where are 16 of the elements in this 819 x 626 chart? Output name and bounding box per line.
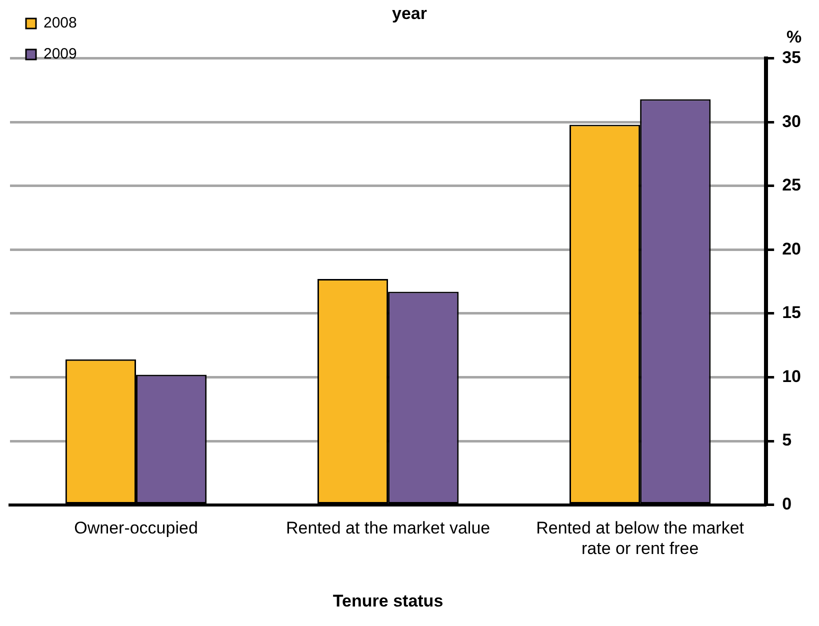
legend-label: 2009: [44, 46, 77, 63]
y-tick-label: 20: [782, 239, 802, 258]
x-axis-title: Tenure status: [332, 591, 444, 610]
y-tick-label: 30: [782, 112, 802, 131]
legend-label: 2008: [44, 14, 77, 32]
y-tick-label: 25: [782, 176, 802, 195]
x-tick-label: Rented at the market value: [286, 518, 490, 538]
y-tick-label: 35: [782, 48, 802, 68]
x-tick-label: Rented at below the market rate or rent free: [536, 518, 744, 558]
y-tick-label: 15: [782, 303, 802, 322]
y-tick-label: 0: [782, 494, 792, 514]
y-tick-label: 5: [782, 430, 792, 450]
chart-title: year: [392, 4, 428, 23]
x-tick-label: Owner-occupied: [74, 518, 198, 538]
y-tick-label: 10: [782, 366, 802, 386]
y-axis-title: %: [786, 28, 802, 47]
